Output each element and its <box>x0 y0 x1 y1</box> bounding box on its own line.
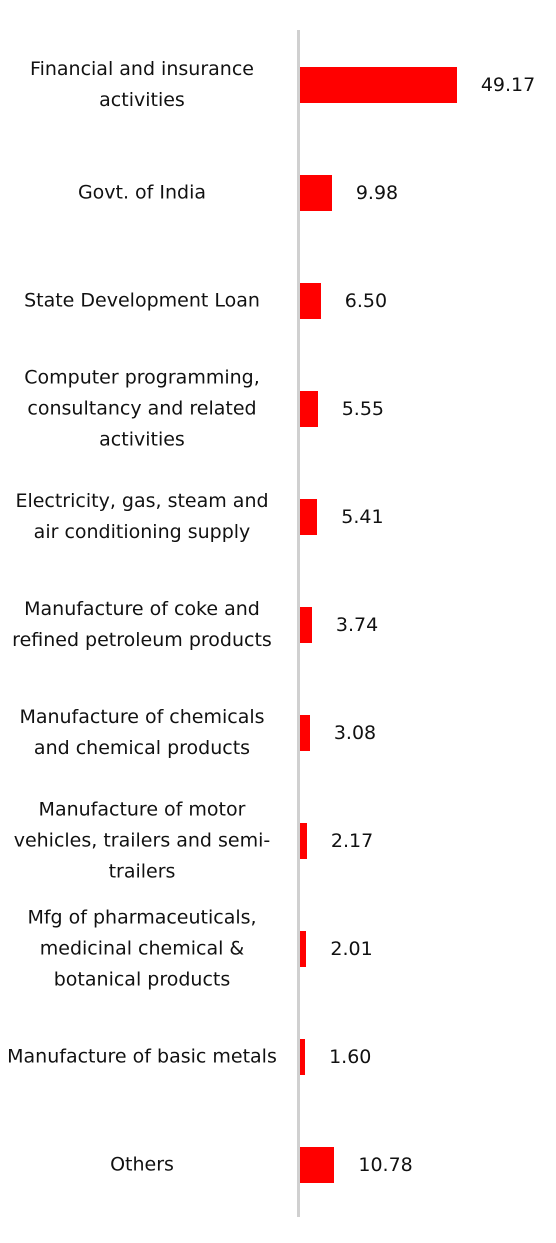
value-label: 3.74 <box>335 614 379 636</box>
value-label: 6.50 <box>344 290 388 312</box>
value-label: 5.41 <box>341 506 384 528</box>
value-label: 5.55 <box>341 398 385 420</box>
bar <box>300 1039 306 1075</box>
bar <box>300 715 310 751</box>
bar <box>300 499 318 535</box>
bar <box>300 931 307 967</box>
category-label: Others <box>110 1153 174 1176</box>
bar <box>300 67 457 103</box>
category-label: State Development Loan <box>24 289 260 312</box>
axis-line <box>297 30 300 1217</box>
category-label: Manufacture of coke and refined petroleu… <box>12 598 272 651</box>
category-label: Financial and insurance activities <box>30 58 254 111</box>
value-label: 10.78 <box>358 1154 413 1176</box>
bar <box>300 283 321 319</box>
category-label: Manufacture of basic metals <box>7 1045 277 1068</box>
value-label: 3.08 <box>333 722 377 744</box>
category-label: Manufacture of motor vehicles, trailers … <box>13 798 271 883</box>
bar <box>300 607 312 643</box>
bar <box>300 1147 335 1183</box>
category-label: Mfg of pharmaceuticals, medicinal chemic… <box>27 906 257 991</box>
category-label: Govt. of India <box>77 181 207 204</box>
value-label: 2.01 <box>330 938 373 960</box>
bar <box>300 175 332 211</box>
bar <box>300 391 318 427</box>
value-label: 1.60 <box>329 1046 372 1068</box>
value-label: 49.17 <box>480 74 536 96</box>
value-label: 9.98 <box>355 182 399 204</box>
category-label: Computer programming, consultancy and re… <box>24 366 260 451</box>
category-label: Electricity, gas, steam and air conditio… <box>15 490 269 543</box>
bar <box>300 823 307 859</box>
value-label: 2.17 <box>330 830 374 852</box>
category-label: Manufacture of chemicals and chemical pr… <box>19 706 265 759</box>
